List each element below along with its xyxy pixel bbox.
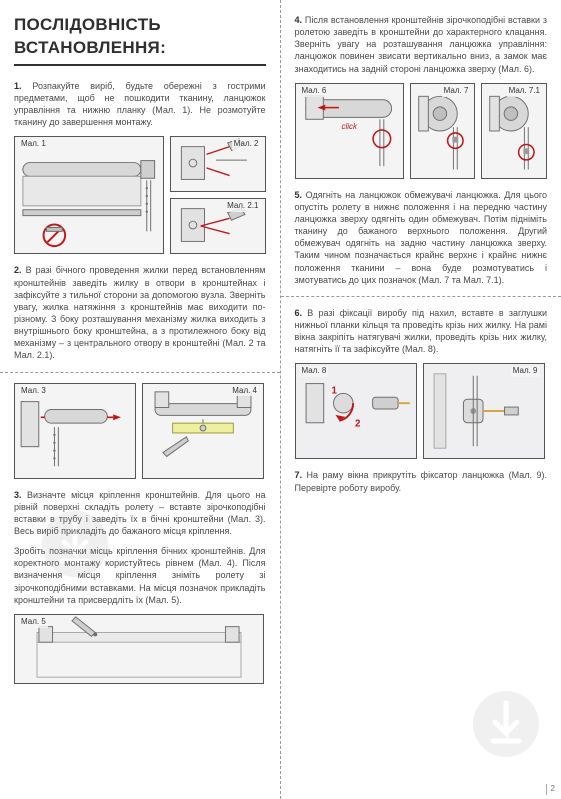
figure-7-1: Мал. 7.1 xyxy=(481,83,547,179)
page-title: ПОСЛІДОВНІСТЬ ВСТАНОВЛЕННЯ: xyxy=(14,14,266,60)
step-5-num: 5. xyxy=(295,190,303,200)
figure-2-1-label: Мал. 2.1 xyxy=(225,201,260,212)
fig-row-1: Мал. 1 Мал. 2 xyxy=(14,136,266,254)
figure-5-label: Мал. 5 xyxy=(19,617,48,628)
svg-text:1: 1 xyxy=(331,386,337,397)
figure-9-label: Мал. 9 xyxy=(511,366,540,377)
step-4-body: Після встановлення кронштейнів зірочкопо… xyxy=(295,15,548,74)
step-3-num: 3. xyxy=(14,490,22,500)
step-1-text: 1. Розпакуйте виріб, будьте обережні з г… xyxy=(14,80,266,129)
figure-1: Мал. 1 xyxy=(14,136,164,254)
left-column: ПОСЛІДОВНІСТЬ ВСТАНОВЛЕННЯ: 1. Розпакуйт… xyxy=(0,0,281,799)
step-2-text: 2. В разі бічного проведення жилки перед… xyxy=(14,264,266,361)
figure-1-svg xyxy=(15,137,163,253)
step-3b-text: Зробіть позначки місць кріплення бічних … xyxy=(14,545,266,606)
figure-3: Мал. 3 xyxy=(14,383,136,479)
figure-1-label: Мал. 1 xyxy=(19,139,48,150)
figure-8-svg: 1 2 xyxy=(296,364,416,458)
step-3a-text: 3. Визначте місця кріплення кронштейнів.… xyxy=(14,489,266,538)
figure-7-1-svg xyxy=(482,84,546,178)
left-hsep xyxy=(0,372,280,373)
step-4-text: 4. Після встановлення кронштейнів зірочк… xyxy=(295,14,548,75)
step-1-body: Розпакуйте виріб, будьте обережні з гост… xyxy=(14,81,266,127)
fig-row-5: Мал. 8 1 2 Мал. 9 xyxy=(295,363,548,459)
figure-9-svg xyxy=(424,364,544,458)
figure-5-svg xyxy=(15,615,263,683)
figure-4: Мал. 4 xyxy=(142,383,264,479)
step-7-body: На раму вікна прикрутіть фіксатор ланцюж… xyxy=(295,470,548,492)
step-7-text: 7. На раму вікна прикрутіть фіксатор лан… xyxy=(295,469,548,493)
step-6-num: 6. xyxy=(295,308,303,318)
fig-row-4: Мал. 6 click Мал. 7 xyxy=(295,83,548,179)
figure-6-label: Мал. 6 xyxy=(300,86,329,97)
figure-7-1-label: Мал. 7.1 xyxy=(507,86,542,97)
step-5-body: Одягніть на ланцюжок обмежувачі ланцюжка… xyxy=(295,190,548,285)
figure-4-label: Мал. 4 xyxy=(230,386,259,397)
figure-4-svg xyxy=(143,384,263,478)
right-hsep xyxy=(281,296,561,297)
fig-2-stack: Мал. 2 Мал. 2.1 xyxy=(170,136,266,254)
figure-2-label: Мал. 2 xyxy=(232,139,261,150)
figure-8: Мал. 8 1 2 xyxy=(295,363,417,459)
step-7-num: 7. xyxy=(295,470,303,480)
click-label: click xyxy=(342,122,358,133)
figure-7-label: Мал. 7 xyxy=(442,86,471,97)
step-1-num: 1. xyxy=(14,81,22,91)
figure-7-svg xyxy=(411,84,475,178)
step-4-num: 4. xyxy=(295,15,303,25)
figure-2-1: Мал. 2.1 xyxy=(170,198,266,254)
step-3b-body: Зробіть позначки місць кріплення бічних … xyxy=(14,546,266,605)
svg-text:2: 2 xyxy=(355,419,361,430)
figure-3-svg xyxy=(15,384,135,478)
figure-3-label: Мал. 3 xyxy=(19,386,48,397)
step-2-body: В разі бічного проведення жилки перед вс… xyxy=(14,265,266,360)
figure-5: Мал. 5 xyxy=(14,614,264,684)
figure-7: Мал. 7 xyxy=(410,83,476,179)
watermark-right-icon xyxy=(471,689,541,759)
right-column: 4. Після встановлення кронштейнів зірочк… xyxy=(281,0,561,799)
step-6-body: В разі фіксації виробу під нахил, вставт… xyxy=(295,308,548,354)
step-2-num: 2. xyxy=(14,265,22,275)
page-number: 2 xyxy=(546,784,555,795)
step-5-text: 5. Одягніть на ланцюжок обмежувачі ланцю… xyxy=(295,189,548,286)
figure-9: Мал. 9 xyxy=(423,363,545,459)
fig-row-3: Мал. 5 xyxy=(14,614,266,684)
fig-row-2: Мал. 3 Мал. 4 xyxy=(14,383,266,479)
step-6-text: 6. В разі фіксації виробу під нахил, вст… xyxy=(295,307,548,356)
figure-2: Мал. 2 xyxy=(170,136,266,192)
step-3a-body: Визначте місця кріплення кронштейнів. Дл… xyxy=(14,490,266,536)
page: ПОСЛІДОВНІСТЬ ВСТАНОВЛЕННЯ: 1. Розпакуйт… xyxy=(0,0,561,799)
figure-6: Мал. 6 click xyxy=(295,83,404,179)
title-underline xyxy=(14,64,266,66)
figure-8-label: Мал. 8 xyxy=(300,366,329,377)
